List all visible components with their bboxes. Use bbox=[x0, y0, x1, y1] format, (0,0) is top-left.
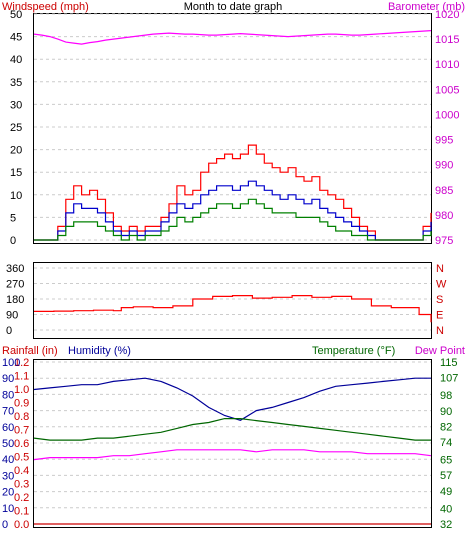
direction-compass-label: S bbox=[436, 294, 443, 306]
direction-compass-label: N bbox=[436, 263, 444, 275]
windspeed-tick-label: 0 bbox=[10, 235, 16, 247]
direction-panel-frame bbox=[33, 262, 432, 339]
direction-compass-label: E bbox=[436, 310, 443, 322]
temperature-tick-label: 32 bbox=[440, 519, 452, 531]
temperature-tick-label: 98 bbox=[440, 390, 452, 402]
rainfall-tick-label: 0.8 bbox=[14, 411, 29, 423]
temperature-tick-label: 107 bbox=[440, 373, 458, 385]
temperature-tick-label: 65 bbox=[440, 455, 452, 467]
rainfall-tick-label: 0.5 bbox=[14, 452, 29, 464]
humidity-tick-label: 90 bbox=[2, 373, 14, 385]
rainfall-tick-label: 0.2 bbox=[14, 492, 29, 504]
humidity-tick-label: 10 bbox=[2, 503, 14, 515]
temperature-axis-label: Temperature (°F) bbox=[312, 345, 395, 357]
windLow-series-line bbox=[34, 198, 432, 241]
baro-series-line bbox=[33, 30, 432, 45]
windspeed-tick-label: 45 bbox=[10, 32, 22, 44]
windspeed-axis-label: Windspeed (mph) bbox=[2, 1, 89, 13]
tick-layer: 0510152025303540455097598098599099510001… bbox=[2, 9, 459, 531]
rainfall-tick-label: 0.4 bbox=[14, 465, 29, 477]
humidity-tick-label: 30 bbox=[2, 470, 14, 482]
windspeed-tick-label: 10 bbox=[10, 190, 22, 202]
barometer-tick-label: 1000 bbox=[435, 109, 459, 121]
rainfall-tick-label: 1.0 bbox=[14, 384, 29, 396]
humidity-tick-label: 70 bbox=[2, 406, 14, 418]
series-layer bbox=[33, 30, 432, 525]
rainfall-tick-label: 0.3 bbox=[14, 479, 29, 491]
barometer-tick-label: 975 bbox=[435, 235, 453, 247]
humidity-series-line bbox=[33, 377, 431, 421]
rainfall-tick-label: 0.7 bbox=[14, 425, 29, 437]
direction-compass-label: N bbox=[436, 325, 444, 337]
bottom-panel-frame bbox=[33, 359, 432, 528]
gust-series-line bbox=[34, 180, 432, 241]
direction-degree-tick-label: 180 bbox=[6, 294, 24, 306]
windspeed-tick-label: 50 bbox=[10, 9, 22, 21]
humidity-tick-label: 50 bbox=[2, 438, 14, 450]
windspeed-tick-label: 30 bbox=[10, 99, 22, 111]
temperature-tick-label: 82 bbox=[440, 421, 452, 433]
wind-direction-series-line bbox=[34, 295, 432, 323]
humidity-tick-label: 40 bbox=[2, 454, 14, 466]
temperature-tick-label: 49 bbox=[440, 486, 452, 498]
rainfall-tick-label: 1.1 bbox=[14, 371, 29, 383]
dewpoint-axis-label: Dew Point bbox=[415, 345, 465, 357]
barometer-tick-label: 1020 bbox=[435, 9, 459, 21]
rainfall-tick-label: 0.9 bbox=[14, 398, 29, 410]
humidity-tick-label: 100 bbox=[2, 357, 20, 369]
windspeed-tick-label: 25 bbox=[10, 122, 22, 134]
direction-degree-tick-label: 90 bbox=[6, 310, 18, 322]
rainfall-tick-label: 0.1 bbox=[14, 506, 29, 518]
barometer-axis-label: Barometer (mb) bbox=[388, 1, 465, 13]
rainfall-axis-label: Rainfall (in) bbox=[2, 345, 58, 357]
barometer-tick-label: 990 bbox=[435, 160, 453, 172]
humidity-axis-label: Humidity (%) bbox=[68, 345, 131, 357]
windspeed-tick-label: 35 bbox=[10, 77, 22, 89]
rainfall-tick-label: 1.2 bbox=[14, 357, 29, 369]
temperature-series-line bbox=[33, 418, 431, 441]
dewpoint-series-line bbox=[33, 449, 432, 461]
barometer-tick-label: 995 bbox=[435, 135, 453, 147]
barometer-tick-label: 980 bbox=[435, 210, 453, 222]
rainfall-tick-label: 0.6 bbox=[14, 438, 29, 450]
temperature-tick-label: 90 bbox=[440, 406, 452, 418]
windspeed-tick-label: 15 bbox=[10, 167, 22, 179]
temperature-tick-label: 57 bbox=[440, 470, 452, 482]
humidity-tick-label: 60 bbox=[2, 422, 14, 434]
humidity-tick-label: 20 bbox=[2, 487, 14, 499]
barometer-tick-label: 985 bbox=[435, 185, 453, 197]
direction-degree-tick-label: 360 bbox=[6, 263, 24, 275]
direction-degree-tick-label: 0 bbox=[6, 325, 12, 337]
rainfall-tick-label: 0.0 bbox=[14, 519, 29, 531]
humidity-tick-label: 0 bbox=[2, 519, 8, 531]
direction-compass-label: W bbox=[436, 279, 447, 291]
barometer-tick-label: 1015 bbox=[435, 34, 459, 46]
windspeed-tick-label: 40 bbox=[10, 54, 22, 66]
grid-layer bbox=[34, 13, 431, 525]
temperature-tick-label: 74 bbox=[440, 437, 452, 449]
barometer-tick-label: 1005 bbox=[435, 84, 459, 96]
windspeed-tick-label: 5 bbox=[10, 212, 16, 224]
temperature-tick-label: 40 bbox=[440, 503, 452, 515]
windspeed-tick-label: 20 bbox=[10, 145, 22, 157]
temperature-tick-label: 115 bbox=[440, 357, 458, 369]
wind-series-line bbox=[34, 144, 432, 241]
direction-degree-tick-label: 270 bbox=[6, 279, 24, 291]
chart-title: Month to date graph bbox=[184, 1, 282, 13]
barometer-tick-label: 1010 bbox=[435, 59, 459, 71]
humidity-tick-label: 80 bbox=[2, 389, 14, 401]
